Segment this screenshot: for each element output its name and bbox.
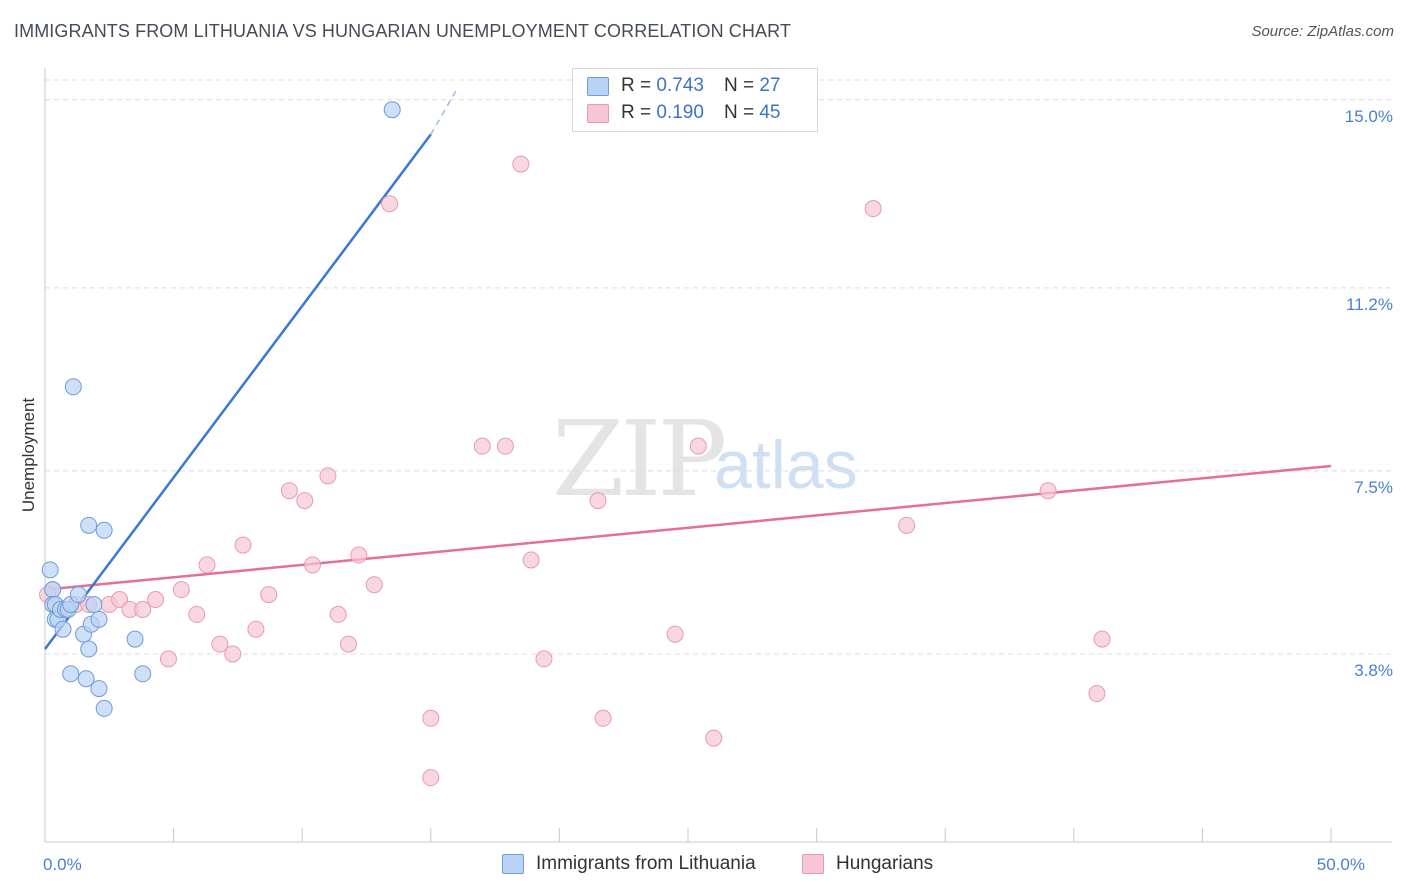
data-point-hungarians bbox=[522, 551, 540, 569]
data-point-hungarians bbox=[247, 620, 265, 638]
data-point-hungarians bbox=[594, 709, 612, 727]
data-point-lithuania bbox=[44, 581, 62, 599]
data-point-lithuania bbox=[69, 586, 87, 604]
data-point-hungarians bbox=[339, 635, 357, 653]
data-point-lithuania bbox=[80, 516, 98, 534]
data-point-hungarians bbox=[303, 556, 321, 574]
data-point-hungarians bbox=[260, 586, 278, 604]
data-point-hungarians bbox=[211, 635, 229, 653]
data-point-lithuania bbox=[41, 561, 59, 579]
data-point-hungarians bbox=[147, 591, 165, 609]
stats-legend: R = 0.743 N = 27 R = 0.190 N = 45 bbox=[572, 68, 818, 132]
data-point-hungarians bbox=[224, 645, 242, 663]
data-point-hungarians bbox=[1039, 482, 1057, 500]
data-point-hungarians bbox=[589, 492, 607, 510]
legend-n-label: N = bbox=[723, 102, 755, 123]
bottom-legend-label: Hungarians bbox=[836, 853, 934, 874]
data-point-lithuania bbox=[126, 630, 144, 648]
y-tick-label: 11.2% bbox=[1346, 295, 1393, 314]
watermark-zip: ZIP bbox=[552, 398, 727, 520]
axes bbox=[44, 68, 1392, 843]
data-point-lithuania bbox=[85, 595, 103, 613]
legend-r-value: 0.190 bbox=[656, 102, 704, 123]
data-point-lithuania bbox=[383, 101, 401, 119]
legend-swatch-pink bbox=[587, 103, 609, 123]
legend-r-value: 0.743 bbox=[656, 75, 704, 96]
grid-lines bbox=[45, 79, 1392, 655]
watermark-atlas: atlas bbox=[714, 427, 858, 503]
data-point-lithuania bbox=[95, 521, 113, 539]
legend-r-label: R = bbox=[621, 102, 652, 123]
legend-n-value: 45 bbox=[759, 102, 781, 123]
data-point-lithuania bbox=[62, 665, 80, 683]
data-point-lithuania bbox=[80, 640, 98, 658]
data-point-hungarians bbox=[512, 155, 530, 173]
data-point-hungarians bbox=[689, 437, 707, 455]
legend-n-label: N = bbox=[723, 75, 755, 96]
data-point-lithuania bbox=[134, 665, 152, 683]
bottom-legend-hungarians: Hungarians bbox=[802, 852, 933, 876]
legend-r-label: R = bbox=[621, 75, 652, 96]
data-points bbox=[39, 91, 1111, 787]
tick-labels: 3.8% 7.5% 11.2% 15.0% 0.0% 50.0% bbox=[43, 107, 1393, 874]
data-point-hungarians bbox=[473, 437, 491, 455]
trend-line-hungarians bbox=[44, 464, 1332, 591]
bottom-legend-label: Immigrants from Lithuania bbox=[536, 853, 756, 874]
data-point-hungarians bbox=[864, 200, 882, 218]
bottom-legend-lithuania: Immigrants from Lithuania bbox=[502, 852, 756, 876]
x-tick-label: 50.0% bbox=[1317, 855, 1365, 874]
data-point-lithuania bbox=[90, 680, 108, 698]
trend-line-extension bbox=[430, 89, 458, 135]
data-point-hungarians bbox=[381, 195, 399, 213]
trend-lines bbox=[43, 89, 1332, 650]
legend-swatch-blue bbox=[587, 76, 609, 96]
source-credit: Source: ZipAtlas.com bbox=[1251, 23, 1394, 40]
data-point-lithuania bbox=[54, 620, 72, 638]
data-point-hungarians bbox=[188, 605, 206, 623]
data-point-hungarians bbox=[666, 625, 684, 643]
trend-line-lithuania bbox=[43, 133, 432, 650]
data-point-hungarians bbox=[422, 709, 440, 727]
data-point-hungarians bbox=[1088, 685, 1106, 703]
data-point-hungarians bbox=[134, 600, 152, 618]
data-point-hungarians bbox=[234, 536, 252, 554]
data-point-hungarians bbox=[365, 576, 383, 594]
legend-row-lithuania: R = 0.743 N = 27 bbox=[587, 74, 780, 98]
y-tick-label: 7.5% bbox=[1354, 478, 1393, 497]
y-tick-label: 15.0% bbox=[1345, 107, 1393, 126]
data-point-lithuania bbox=[77, 670, 95, 688]
data-point-hungarians bbox=[111, 591, 129, 609]
data-point-hungarians bbox=[350, 546, 368, 564]
legend-n-value: 27 bbox=[759, 75, 781, 96]
data-point-hungarians bbox=[422, 769, 440, 787]
data-point-hungarians bbox=[296, 492, 314, 510]
data-point-hungarians bbox=[496, 437, 514, 455]
data-point-hungarians bbox=[280, 482, 298, 500]
data-point-hungarians bbox=[329, 605, 347, 623]
data-point-hungarians bbox=[159, 650, 177, 668]
data-point-hungarians bbox=[705, 729, 723, 747]
data-point-lithuania bbox=[90, 610, 108, 628]
x-tick-label: 0.0% bbox=[43, 855, 82, 874]
data-point-hungarians bbox=[198, 556, 216, 574]
data-point-lithuania bbox=[64, 378, 82, 396]
bottom-legend-swatch-blue bbox=[502, 854, 524, 874]
y-axis-label: Unemployment bbox=[19, 398, 38, 513]
data-point-hungarians bbox=[1093, 630, 1111, 648]
data-point-hungarians bbox=[319, 467, 337, 485]
data-point-hungarians bbox=[898, 516, 916, 534]
data-point-hungarians bbox=[535, 650, 553, 668]
y-tick-label: 3.8% bbox=[1354, 661, 1393, 680]
data-point-lithuania bbox=[95, 699, 113, 717]
bottom-legend-swatch-pink bbox=[802, 854, 824, 874]
chart-title: IMMIGRANTS FROM LITHUANIA VS HUNGARIAN U… bbox=[14, 21, 791, 41]
data-point-hungarians bbox=[172, 581, 190, 599]
legend-row-hungarians: R = 0.190 N = 45 bbox=[587, 101, 780, 125]
